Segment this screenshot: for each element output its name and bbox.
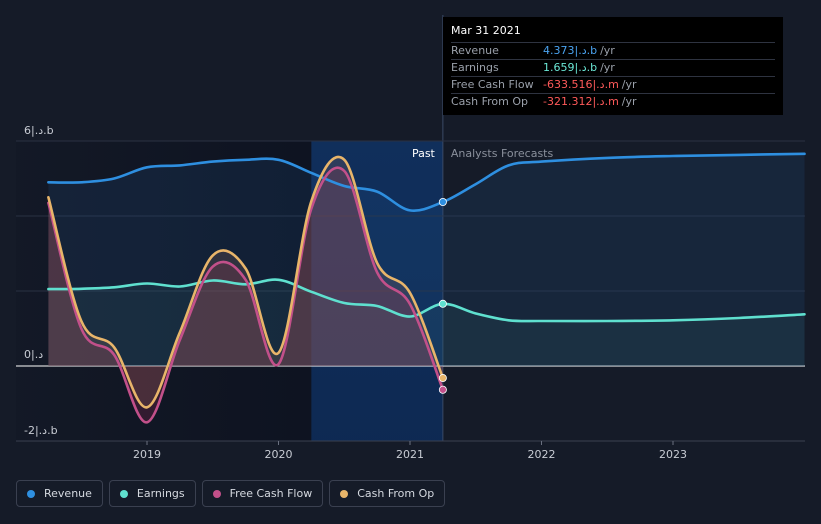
legend-item-free-cash-flow[interactable]: Free Cash Flow <box>201 480 324 507</box>
tooltip-value: -321.312|.د.m <box>543 95 619 108</box>
tooltip-row-earnings: Earnings 1.659|.د.b /yr <box>451 59 775 76</box>
y-tick-label: 0|.د <box>24 348 43 361</box>
earnings-dot-icon <box>119 489 128 498</box>
revenue-marker <box>438 198 447 207</box>
legend-item-revenue[interactable]: Revenue <box>16 480 103 507</box>
revenue-line <box>47 152 806 213</box>
chart: 6|.د.b 0|.د -2|.د.b 2019 2020 2021 2022 2023 Pas… <box>16 15 806 461</box>
earnings-line <box>47 278 806 323</box>
legend-label: Revenue <box>44 487 92 500</box>
tooltip-label: Revenue <box>451 44 499 57</box>
tooltip-unit: /yr <box>621 95 637 108</box>
cash-from-op-dot-icon <box>340 489 349 498</box>
legend-label: Cash From Op <box>357 487 435 500</box>
free-cash-flow-marker <box>438 385 447 394</box>
tooltip-value: -633.516|.د.m <box>543 78 619 91</box>
x-tick-label: 2021 <box>396 448 424 461</box>
earnings-area <box>48 279 805 366</box>
tooltip-unit: /yr <box>600 44 615 57</box>
tooltip-date: Mar 31 2021 <box>451 24 521 37</box>
x-tick-label: 2023 <box>659 448 687 461</box>
earnings-marker <box>438 299 447 308</box>
tooltip-value: 4.373|.د.b <box>543 44 598 57</box>
legend-label: Earnings <box>136 487 185 500</box>
tooltip-label: Free Cash Flow <box>451 78 534 91</box>
x-tick-label: 2020 <box>265 448 293 461</box>
tooltip-value: 1.659|.د.b <box>543 61 598 74</box>
cash-from-op-line <box>47 155 445 409</box>
legend: Revenue Earnings Free Cash Flow Cash Fro… <box>16 480 446 507</box>
y-tick-label: 6|.د.b <box>24 124 54 137</box>
tooltip: Mar 31 2021 Revenue 4.373|.د.b /yr Earni… <box>443 17 783 115</box>
tooltip-label: Cash From Op <box>451 95 529 108</box>
legend-label: Free Cash Flow <box>229 487 313 500</box>
y-tick-label: -2|.د.b <box>24 424 58 437</box>
x-tick-label: 2019 <box>133 448 161 461</box>
cash-from-op-marker <box>438 374 447 383</box>
free-cash-flow-dot-icon <box>212 489 221 498</box>
free-cash-flow-line <box>47 166 445 424</box>
legend-item-cash-from-op[interactable]: Cash From Op <box>329 480 446 507</box>
tooltip-unit: /yr <box>621 78 637 91</box>
legend-item-earnings[interactable]: Earnings <box>108 480 196 507</box>
tooltip-row-revenue: Revenue 4.373|.د.b /yr <box>451 42 775 59</box>
free-cash-flow-area <box>48 167 443 423</box>
tooltip-label: Earnings <box>451 61 499 74</box>
tooltip-row-cash-from-op: Cash From Op -321.312|.د.m /yr <box>451 93 775 110</box>
x-tick-label: 2022 <box>528 448 556 461</box>
revenue-dot-icon <box>27 489 35 498</box>
tooltip-unit: /yr <box>600 61 615 74</box>
forecast-label: Analysts Forecasts <box>451 147 554 160</box>
past-label: Past <box>412 147 436 160</box>
tooltip-row-free-cash-flow: Free Cash Flow -633.516|.د.m /yr <box>451 76 775 93</box>
revenue-area <box>48 153 805 366</box>
